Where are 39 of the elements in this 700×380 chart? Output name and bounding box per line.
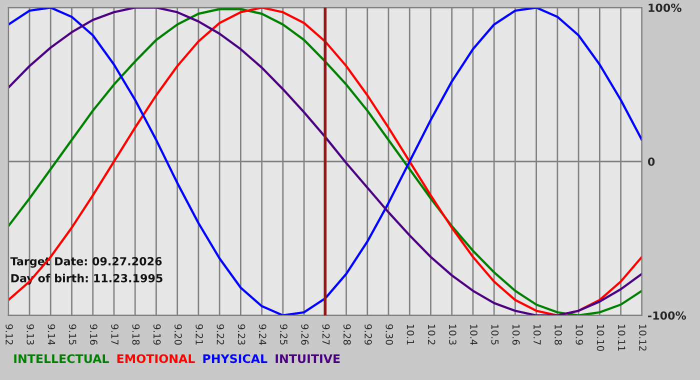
x-tick-label: 10.3 — [449, 324, 456, 345]
x-tick-label: 9.26 — [301, 324, 309, 345]
x-tick-label: 10.4 — [470, 324, 478, 345]
x-tick-label: 9.22 — [216, 324, 224, 344]
x-tick-label: 9.18 — [132, 324, 140, 345]
text: INTELLECTUAL — [14, 354, 109, 364]
x-tick-label: 9.30 — [386, 324, 394, 345]
x-tick-label: 9.25 — [280, 324, 288, 345]
y-tick-label: -100% — [648, 311, 686, 320]
x-tick-label: 10.1 — [406, 324, 414, 344]
y-tick-label: 0 — [648, 157, 655, 166]
text: PHYSICAL — [203, 354, 268, 364]
x-tick-label: 9.29 — [364, 324, 372, 345]
x-tick-label: 10.2 — [428, 324, 436, 344]
x-tick-label: 9.14 — [48, 324, 56, 345]
x-tick-label: 10.11 — [618, 324, 626, 351]
x-tick-label: 9.28 — [343, 324, 351, 345]
x-tick-label: 9.16 — [90, 324, 98, 345]
x-tick-label: 9.23 — [238, 324, 246, 345]
x-tick-label: 9.17 — [111, 324, 119, 345]
x-tick-label: 10.6 — [512, 324, 520, 345]
x-tick-label: 9.19 — [153, 324, 161, 345]
x-tick-label: 9.13 — [26, 324, 34, 345]
x-tick-label: 10.9 — [576, 324, 584, 345]
x-tick-label: 10.10 — [596, 324, 604, 351]
x-tick-label: 10.5 — [491, 324, 499, 345]
x-tick-label: 10.8 — [554, 324, 562, 345]
x-tick-label: 10.7 — [533, 324, 541, 345]
line-series — [8, 8, 642, 316]
x-tick-label: 10.12 — [639, 324, 646, 351]
text: EMOTIONAL — [117, 354, 195, 364]
y-tick-label: 100% — [648, 4, 682, 12]
x-tick-label: 9.12 — [6, 324, 13, 344]
text: INTUITIVE — [276, 354, 340, 364]
x-tick-label: 9.27 — [322, 324, 330, 345]
x-tick-label: 9.24 — [258, 324, 266, 345]
x-tick-label: 9.20 — [174, 324, 182, 345]
x-tick-label: 9.21 — [196, 324, 203, 344]
x-tick-label: 9.15 — [68, 324, 76, 345]
